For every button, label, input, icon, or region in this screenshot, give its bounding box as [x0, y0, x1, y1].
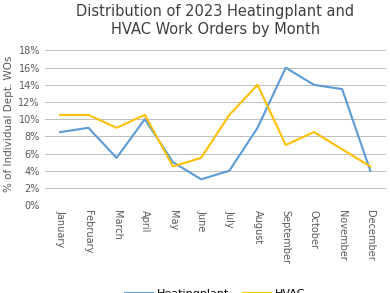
HVAC [142, 113, 147, 117]
Heatingplant [284, 66, 288, 69]
HVAC [86, 113, 91, 117]
HVAC [114, 126, 119, 130]
Line: HVAC: HVAC [60, 85, 370, 166]
Heatingplant [340, 87, 344, 91]
Y-axis label: % of Individual Dept. WOs: % of Individual Dept. WOs [4, 55, 14, 192]
HVAC [312, 130, 316, 134]
HVAC [227, 113, 232, 117]
Heatingplant [199, 178, 204, 181]
Heatingplant [227, 169, 232, 173]
HVAC [368, 165, 373, 168]
Heatingplant [142, 117, 147, 121]
HVAC [284, 143, 288, 147]
Heatingplant [86, 126, 91, 130]
HVAC [199, 156, 204, 160]
HVAC [58, 113, 62, 117]
Heatingplant [58, 130, 62, 134]
Heatingplant [171, 160, 176, 164]
Heatingplant [368, 169, 373, 173]
Heatingplant [114, 156, 119, 160]
HVAC [255, 83, 260, 87]
Heatingplant [312, 83, 316, 87]
Title: Distribution of 2023 Heatingplant and
HVAC Work Orders by Month: Distribution of 2023 Heatingplant and HV… [76, 4, 355, 37]
Heatingplant [255, 126, 260, 130]
Line: Heatingplant: Heatingplant [60, 68, 370, 179]
Legend: Heatingplant, HVAC: Heatingplant, HVAC [121, 284, 310, 293]
HVAC [171, 165, 176, 168]
HVAC [340, 147, 344, 151]
